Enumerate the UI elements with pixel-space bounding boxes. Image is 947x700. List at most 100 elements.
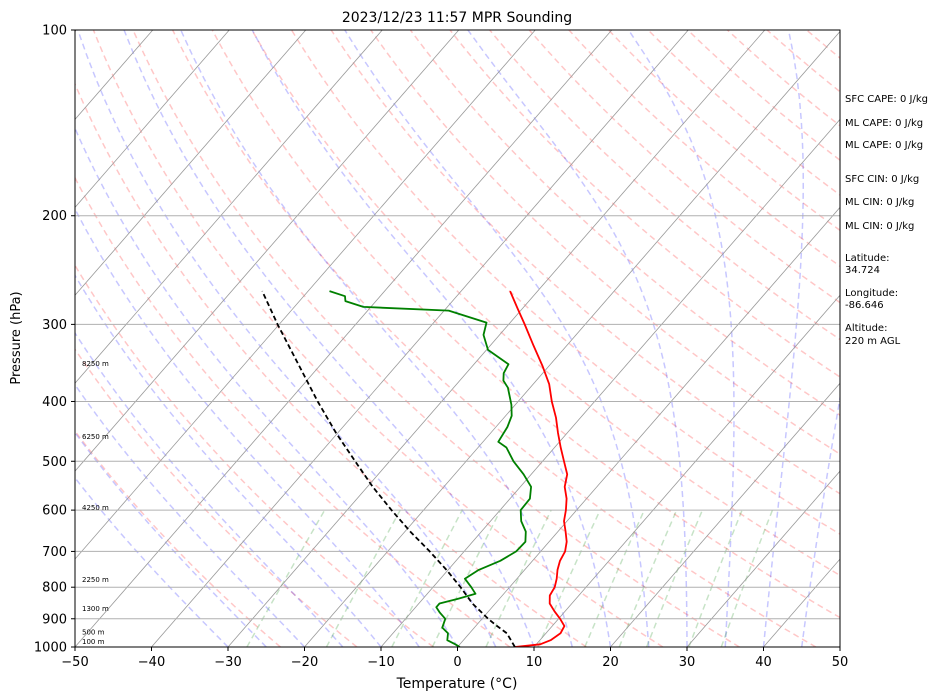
longitude-value: -86.646 — [845, 300, 884, 311]
moist-adiabat — [467, 30, 688, 647]
y-tick-label: 500 — [42, 455, 67, 470]
sounding-traces — [261, 290, 569, 647]
height-label: 100 m — [82, 638, 105, 646]
y-axis-ticks: 100 200 300 400 500 600 700 800 900 1000 — [34, 24, 75, 656]
isotherm — [75, 30, 613, 647]
ml-cin-text: ML CIN: 0 J/kg — [845, 197, 914, 208]
height-label: 6250 m — [82, 433, 109, 441]
dry-adiabat — [75, 429, 281, 647]
x-tick-label: −20 — [291, 655, 318, 670]
ml-cape-text: ML CAPE: 0 J/kg — [845, 118, 923, 129]
isotherm — [151, 30, 689, 647]
dry-adiabat — [489, 30, 840, 341]
dry-adiabat — [251, 30, 840, 577]
background-lines — [75, 30, 840, 647]
moist-adiabat — [801, 393, 840, 647]
mixing-ratio-line — [391, 509, 463, 647]
dry-adiabat — [92, 30, 664, 647]
x-tick-label: 40 — [755, 655, 772, 670]
height-label: 4250 m — [82, 504, 109, 512]
isotherm — [75, 30, 383, 384]
sfc-cin-text: SFC CIN: 0 J/kg — [845, 174, 919, 185]
x-tick-label: 30 — [679, 655, 696, 670]
parcel-line — [261, 290, 516, 647]
isotherm — [533, 294, 840, 647]
isotherm — [227, 30, 766, 647]
isotherm — [610, 382, 840, 647]
location-panel: Latitude: 34.724 Longitude: -86.646 Alti… — [845, 253, 901, 347]
dry-adiabat — [687, 30, 840, 162]
isotherm — [457, 206, 840, 647]
moist-adiabat — [344, 30, 650, 647]
y-tick-label: 600 — [42, 504, 67, 519]
x-tick-label: 10 — [526, 655, 543, 670]
moist-adiabat — [251, 30, 612, 647]
isotherm — [75, 30, 536, 560]
isotherm — [686, 470, 840, 647]
moist-adiabat — [77, 30, 497, 647]
moist-adiabat — [627, 30, 735, 647]
mixing-ratio-line — [485, 509, 552, 647]
ml-cin-text-2: ML CIN: 0 J/kg — [845, 221, 914, 232]
y-tick-label: 900 — [42, 612, 67, 627]
moist-adiabat — [180, 30, 573, 647]
dry-adiabat — [330, 30, 840, 495]
chart-title: 2023/12/23 11:57 MPR Sounding — [342, 10, 572, 26]
y-axis-label: Pressure (hPa) — [9, 291, 24, 384]
ml-cape-text-2: ML CAPE: 0 J/kg — [845, 140, 923, 151]
altitude-value: 220 m AGL — [845, 336, 901, 347]
x-tick-label: 0 — [453, 655, 461, 670]
dry-adiabat — [370, 30, 840, 455]
moist-adiabat — [75, 383, 306, 647]
dry-adiabat — [75, 348, 358, 647]
moist-adiabat — [75, 476, 229, 647]
moist-adiabat — [762, 30, 805, 647]
x-tick-label: 50 — [832, 655, 849, 670]
mixing-ratio-line — [431, 509, 502, 647]
isotherm — [304, 30, 840, 647]
sfc-cape-text: SFC CAPE: 0 J/kg — [845, 94, 928, 105]
dry-adiabat — [171, 30, 817, 647]
dry-adiabat — [75, 82, 587, 647]
moist-adiabat — [75, 126, 459, 647]
height-label: 1300 m — [82, 605, 109, 613]
x-tick-label: −50 — [61, 655, 88, 670]
dry-adiabat — [647, 30, 840, 196]
y-tick-label: 300 — [42, 318, 67, 333]
height-label: 2250 m — [82, 576, 109, 584]
altitude-label: Altitude: — [845, 323, 887, 334]
x-axis-label: Temperature (°C) — [396, 676, 518, 692]
isotherm — [75, 30, 460, 472]
y-tick-label: 400 — [42, 395, 67, 410]
dry-adiabat — [528, 30, 840, 304]
longitude-label: Longitude: — [845, 288, 898, 299]
height-labels: 100 m 500 m 1300 m 2250 m 4250 m 6250 m 8250 m — [82, 360, 109, 646]
latitude-value: 34.724 — [845, 265, 880, 276]
dewpoint-line — [329, 290, 532, 647]
isotherm — [380, 118, 840, 647]
height-label: 500 m — [82, 628, 105, 636]
x-tick-label: −40 — [138, 655, 165, 670]
y-tick-label: 1000 — [34, 641, 67, 656]
moist-adiabat — [123, 30, 535, 647]
mixing-ratio-line — [246, 509, 326, 647]
y-tick-label: 200 — [42, 209, 67, 224]
dry-adiabat — [211, 30, 840, 619]
y-tick-label: 800 — [42, 581, 67, 596]
y-tick-label: 100 — [42, 24, 67, 39]
dry-adiabat — [75, 263, 434, 647]
height-label: 8250 m — [82, 360, 109, 368]
temperature-line — [509, 290, 569, 647]
moist-adiabat — [75, 207, 420, 647]
x-tick-label: −10 — [367, 655, 394, 670]
mixing-ratio-line — [325, 509, 401, 647]
indices-panel: SFC CAPE: 0 J/kg ML CAPE: 0 J/kg ML CAPE… — [845, 94, 928, 232]
dry-adiabat — [75, 176, 511, 647]
isotherm — [75, 30, 307, 296]
x-tick-label: 20 — [602, 655, 619, 670]
isotherm — [75, 30, 230, 208]
x-axis-ticks: −50 −40 −30 −20 −10 0 10 20 30 40 50 — [61, 647, 848, 670]
y-tick-label: 700 — [42, 545, 67, 560]
dry-adiabat — [290, 30, 840, 535]
